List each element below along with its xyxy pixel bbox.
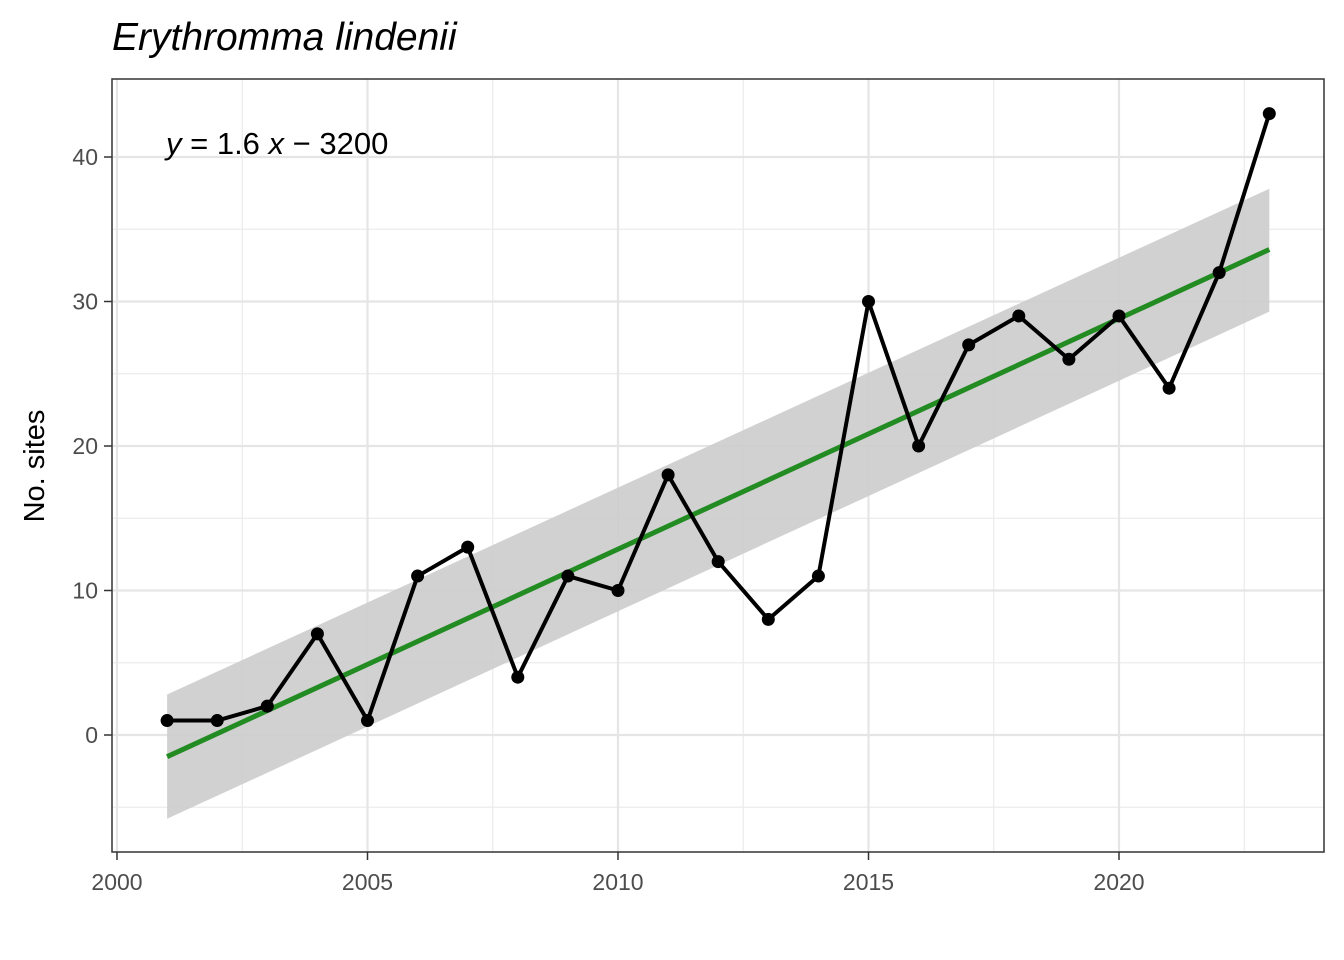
data-point <box>811 569 825 583</box>
x-tick-label: 2010 <box>592 869 643 895</box>
plot-panel-border <box>111 78 1325 853</box>
data-point <box>912 439 926 453</box>
equation-x-var: x <box>267 126 286 161</box>
data-point <box>1012 309 1026 323</box>
data-point <box>260 699 274 713</box>
data-points <box>160 107 1276 728</box>
data-point <box>611 584 625 597</box>
x-axis: 2000 2005 2010 2015 2020 <box>91 852 1145 895</box>
data-point <box>962 338 976 352</box>
data-point <box>862 295 875 308</box>
data-point <box>511 670 525 684</box>
data-point <box>711 555 725 569</box>
y-tick-label: 40 <box>72 144 98 170</box>
chart-title: Erythromma lindenii <box>112 16 458 59</box>
data-point <box>761 612 775 626</box>
data-point <box>1112 309 1126 323</box>
equation-intercept: − 3200 <box>284 126 388 161</box>
y-tick-label: 0 <box>85 722 98 748</box>
equation-slope: = 1.6 <box>182 126 269 161</box>
x-tick-label: 2020 <box>1093 869 1144 895</box>
data-point <box>1162 381 1176 395</box>
data-point <box>210 714 224 728</box>
data-point <box>461 540 475 554</box>
y-axis-label: No. sites <box>19 410 51 523</box>
data-point <box>310 627 324 641</box>
data-point <box>1212 266 1226 280</box>
y-tick-label: 30 <box>72 289 98 315</box>
y-axis: 0 10 20 30 40 <box>72 144 112 748</box>
data-point <box>411 569 425 583</box>
y-tick-label: 10 <box>72 578 98 604</box>
data-point <box>160 714 174 728</box>
data-point <box>561 569 575 583</box>
x-tick-label: 2005 <box>342 869 393 895</box>
x-tick-label: 2000 <box>91 869 142 895</box>
equation-y-var: y <box>164 126 184 161</box>
data-point <box>361 714 374 728</box>
trend-line <box>166 247 1271 759</box>
regression-equation: y = 1.6 x − 3200 <box>164 126 388 161</box>
data-point <box>661 468 675 482</box>
x-tick-label: 2015 <box>843 869 894 895</box>
data-point <box>1262 107 1276 121</box>
y-tick-label: 20 <box>72 433 98 459</box>
data-point <box>1062 352 1076 366</box>
